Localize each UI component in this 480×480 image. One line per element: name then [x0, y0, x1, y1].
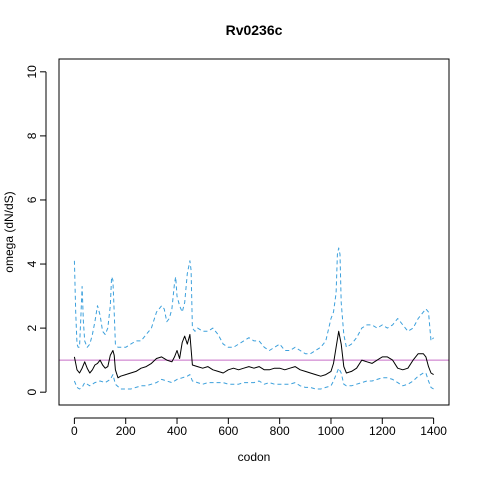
y-axis: 0 2 4 6 8 10: [25, 65, 47, 396]
x-tick-label: 0: [71, 424, 78, 438]
series-line-estimate: [73, 330, 434, 379]
plot-frame: [58, 58, 450, 406]
x-axis-label: codon: [238, 450, 271, 464]
x-tick-label: 200: [116, 424, 136, 438]
series-line-lower-bound: [73, 367, 434, 390]
chart-title: Rv0236c: [226, 22, 283, 38]
x-tick-label: 1200: [369, 424, 396, 438]
x-tick-label: 1400: [420, 424, 447, 438]
y-tick-label: 6: [25, 196, 39, 203]
series-line-upper-bound: [73, 247, 434, 355]
y-tick-label: 4: [25, 260, 39, 267]
y-tick-label: 2: [25, 324, 39, 331]
plot-area: [59, 247, 449, 390]
y-axis-label: omega (dN/dS): [2, 191, 16, 272]
x-tick-label: 1000: [318, 424, 345, 438]
x-tick-label: 800: [270, 424, 290, 438]
x-tick-label: 600: [218, 424, 238, 438]
x-tick-label: 400: [167, 424, 187, 438]
y-tick-label: 10: [25, 65, 39, 79]
y-tick-label: 8: [25, 132, 39, 139]
x-axis: 0 200 400 600 800 1000 1200 1400: [71, 417, 447, 438]
y-tick-label: 0: [25, 389, 39, 396]
